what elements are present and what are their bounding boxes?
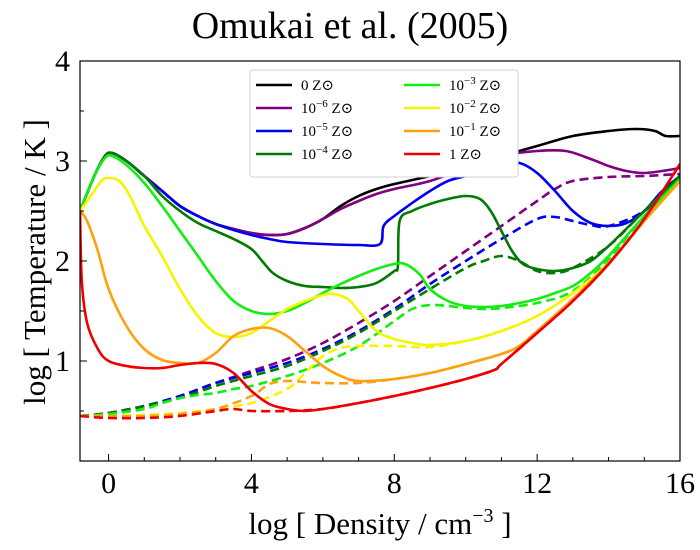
y-tick-label: 2 [55,245,70,278]
legend-label: 10−4 Z⊙ [301,144,353,163]
series-line-2-solid [80,151,680,248]
y-tick-label: 3 [55,145,70,178]
legend-item: 0 Z⊙ [256,78,334,94]
legend-item: 10−2 Z⊙ [404,98,501,117]
legend-label: 10−5 Z⊙ [301,121,353,140]
series-line-2-dashed [80,178,680,418]
plot-lines [80,127,680,420]
series-line-5-solid [80,176,680,347]
legend-item: 10−3 Z⊙ [404,75,501,94]
legend-label: 10−1 Z⊙ [449,121,501,140]
legend: 0 Z⊙ 10−6 Z⊙ 10−5 Z⊙ 10−4 Z⊙ 10−3 Z⊙ 10−2 Z⊙ 1… [249,69,519,178]
legend-label: 1 Z⊙ [449,147,482,163]
x-axis-label-base: log [ Density / cm [248,506,472,541]
legend-label: 10−3 Z⊙ [449,75,501,94]
x-axis: 0 4 8 12 16 [101,454,695,500]
legend-item: 10−4 Z⊙ [256,144,353,163]
legend-label: 10−6 Z⊙ [301,98,353,117]
legend-label: 0 Z⊙ [301,78,334,94]
y-axis: 1 2 3 4 [55,45,87,462]
series-line-3-solid [80,151,680,290]
legend-box [249,69,519,178]
y-tick-label: 4 [55,45,70,78]
x-tick-label: 12 [522,467,552,500]
series-line-7-solid [80,163,680,413]
x-tick-label: 4 [244,467,259,500]
legend-item: 10−6 Z⊙ [256,98,353,117]
x-tick-label: 16 [665,467,695,500]
x-axis-label-tail: ] [494,506,512,541]
x-axis-label: log [ Density / cm−3 ] [248,505,511,541]
y-tick-label: 1 [55,345,70,378]
x-tick-label: 8 [387,467,402,500]
x-tick-label: 0 [101,467,116,500]
series-line-4-solid [80,153,680,316]
legend-item: 10−5 Z⊙ [256,121,353,140]
x-axis-label-exponent: −3 [472,505,493,527]
legend-item: 1 Z⊙ [404,147,482,163]
y-axis-label: log [ Temperature / K ] [17,119,52,405]
legend-label: 10−2 Z⊙ [449,98,501,117]
chart-title: Omukai et al. (2005) [192,5,509,47]
series-line-6-solid [80,180,680,383]
legend-item: 10−1 Z⊙ [404,121,501,140]
